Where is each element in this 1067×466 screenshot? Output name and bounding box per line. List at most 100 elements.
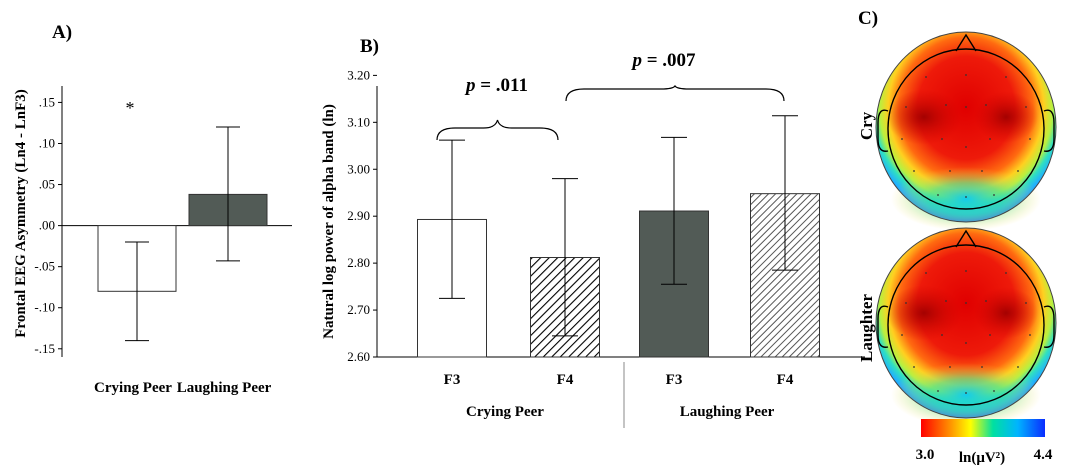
panel-b-p-value: p = .011 (464, 75, 528, 96)
colorbar (921, 419, 1045, 437)
electrode-dot (901, 138, 903, 140)
panel-a-letter: A) (52, 22, 72, 43)
panel-a-y-tick-label: -.05 (34, 259, 55, 274)
electrode-dot (941, 138, 943, 140)
panel-a-category-label: Crying Peer (94, 380, 172, 396)
electrode-dot (1005, 76, 1007, 78)
panel-a-y-tick-label: .15 (39, 94, 55, 109)
panel-b-bar-label: F3 (444, 372, 461, 388)
panel-a-y-tick-label: -.15 (34, 341, 55, 356)
electrode-dot (925, 272, 927, 274)
colorbar-min-label: 3.0 (916, 447, 935, 463)
panel-b-bar-label: F3 (666, 372, 683, 388)
panel-b-y-tick-label: 2.70 (347, 302, 370, 317)
scalp-map-hot-region (974, 91, 1038, 143)
colorbar-max-label: 4.4 (1034, 447, 1053, 463)
panel-a-category-label: Laughing Peer (177, 380, 272, 396)
head-outline (887, 244, 1045, 406)
panel-b-letter: B) (360, 36, 379, 57)
scalp-map-outer-rim (875, 227, 1057, 419)
panel-a-y-axis-label: Frontal EEG Asymmetry (Ln4 - LnF3) (13, 89, 29, 337)
p-value-text: = .007 (642, 50, 696, 71)
electrode-dot (941, 334, 943, 336)
electrode-dot (1025, 106, 1027, 108)
panel-b-group-label: Crying Peer (466, 404, 544, 420)
electrode-dot (981, 170, 983, 172)
panel-a-significance-marker: * (126, 98, 135, 118)
electrode-dot (925, 76, 927, 78)
panel-a-y-tick-label: .10 (39, 135, 55, 150)
electrode-dot (965, 342, 967, 344)
panel-b-y-tick-label: 2.80 (347, 255, 370, 270)
electrode-dot (965, 74, 967, 76)
nose-outline (955, 33, 977, 52)
scalp-map-hot-region (886, 89, 962, 145)
electrode-dot (905, 302, 907, 304)
panel-b-bar-label: F4 (777, 372, 794, 388)
panel-b-y-tick-label: 3.10 (347, 114, 370, 129)
electrode-dot (1029, 138, 1031, 140)
scalp-map-cool-region (891, 167, 1041, 231)
head-outline (887, 48, 1045, 210)
left-ear-outline (877, 109, 889, 152)
scalp-map-label: Laughter (857, 294, 876, 362)
scalp-map-label: Cry (857, 111, 876, 140)
panel-b-y-tick-label: 2.90 (347, 208, 370, 223)
scalp-map (875, 31, 1057, 231)
scalp-map-outer-rim (875, 31, 1057, 223)
panel-b-y-tick-label: 2.60 (347, 349, 370, 364)
electrode-dot (913, 170, 915, 172)
electrode-dot (985, 300, 987, 302)
electrode-dot (993, 194, 995, 196)
p-symbol: p (630, 50, 642, 71)
scalp-map-cool-region (891, 363, 1041, 427)
electrode-dot (985, 104, 987, 106)
electrode-dot (965, 270, 967, 272)
panel-a-y-tick-label: .00 (39, 218, 55, 233)
electrode-dot (993, 390, 995, 392)
electrode-dot (965, 196, 967, 198)
electrode-dot (1029, 334, 1031, 336)
electrode-dot (937, 194, 939, 196)
electrode-dot (989, 138, 991, 140)
electrode-dot (949, 366, 951, 368)
electrode-dot (905, 106, 907, 108)
electrode-dot (989, 334, 991, 336)
panel-b-y-axis-label: Natural log power of alpha band (ln) (321, 104, 337, 339)
electrode-dot (1005, 272, 1007, 274)
right-ear-outline (1043, 109, 1055, 152)
panel-b-group-label: Laughing Peer (680, 404, 775, 420)
electrode-dot (1017, 366, 1019, 368)
right-ear-outline (1043, 305, 1055, 348)
panel-b-p-value: p = .007 (630, 50, 696, 71)
colorbar-unit-label: ln(μV²) (959, 450, 1005, 466)
electrode-dot (965, 392, 967, 394)
scalp-map-hot-region (886, 285, 962, 341)
scalp-map (875, 227, 1057, 427)
panel-b-y-tick-label: 3.20 (347, 67, 370, 82)
panel-a-y-tick-label: .05 (39, 177, 55, 192)
electrode-dot (1025, 302, 1027, 304)
electrode-dot (901, 334, 903, 336)
electrode-dot (965, 106, 967, 108)
panel-b-comparison-brace (565, 84, 785, 102)
panel-b-y-tick-label: 3.00 (347, 161, 370, 176)
panel-b-comparison-brace (436, 119, 559, 141)
panel-b-bar-label: F4 (557, 372, 574, 388)
p-value-text: = .011 (475, 75, 528, 96)
scalp-map-hot-region (974, 287, 1038, 339)
electrode-dot (937, 390, 939, 392)
electrode-dot (949, 170, 951, 172)
electrode-dot (981, 366, 983, 368)
electrode-dot (965, 146, 967, 148)
electrode-dot (965, 302, 967, 304)
panel-c-letter: C) (858, 8, 878, 29)
panel-a-y-tick-label: -.10 (34, 300, 55, 315)
electrode-dot (1017, 170, 1019, 172)
electrode-dot (945, 300, 947, 302)
left-ear-outline (877, 305, 889, 348)
electrode-dot (945, 104, 947, 106)
electrode-dot (913, 366, 915, 368)
